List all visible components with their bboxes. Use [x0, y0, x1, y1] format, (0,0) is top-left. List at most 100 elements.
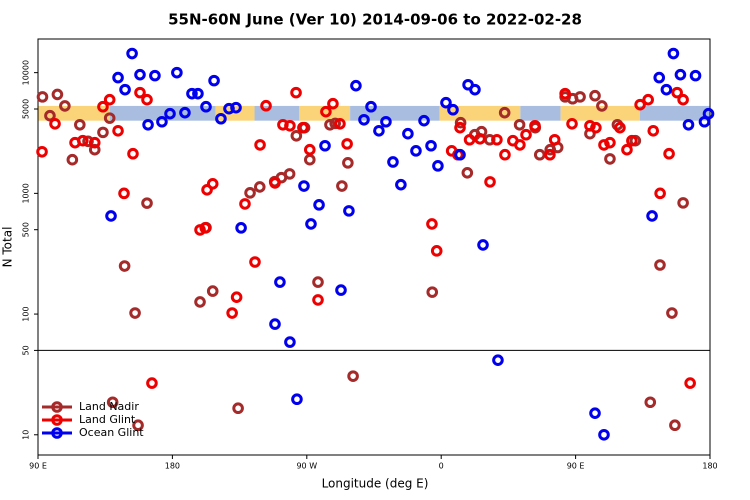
- data-point: [430, 245, 443, 257]
- data-point: [671, 86, 683, 99]
- y-tick-label: 10: [22, 430, 31, 440]
- data-point: [141, 93, 153, 106]
- data-point: [36, 145, 48, 158]
- data-point: [283, 168, 296, 180]
- data-point: [82, 135, 94, 148]
- legend-marker: [51, 401, 63, 413]
- data-point: [215, 112, 227, 125]
- data-point: [646, 210, 658, 222]
- data-point: [514, 139, 526, 151]
- data-point: [192, 87, 204, 100]
- data-point: [667, 47, 680, 60]
- data-point: [290, 129, 303, 142]
- x-tick-label: 180: [702, 462, 717, 471]
- data-point: [621, 143, 633, 156]
- data-point: [284, 336, 296, 348]
- data-point: [97, 100, 109, 113]
- band-segment: [520, 105, 561, 121]
- data-point: [88, 136, 101, 149]
- data-point: [127, 147, 139, 160]
- data-point: [194, 296, 206, 308]
- data-point: [269, 318, 281, 330]
- data-point: [402, 127, 414, 140]
- x-tick-label: 0: [439, 462, 444, 471]
- data-point: [118, 260, 131, 272]
- data-point: [126, 47, 138, 60]
- data-point: [103, 112, 116, 124]
- data-point: [66, 153, 79, 166]
- data-point: [334, 117, 346, 130]
- data-point: [327, 97, 339, 110]
- data-point: [142, 118, 154, 131]
- data-point: [684, 377, 696, 389]
- x-tick-label: 90 E: [29, 462, 47, 471]
- data-point: [689, 69, 702, 82]
- legend-label: Land Nadir: [79, 400, 139, 413]
- data-point: [230, 101, 242, 114]
- data-point: [118, 187, 130, 200]
- data-point: [469, 83, 481, 96]
- y-tick-label: 500: [22, 222, 31, 237]
- data-point: [249, 256, 261, 268]
- x-tick-label: 180: [165, 462, 180, 471]
- data-point: [677, 93, 689, 106]
- data-point: [313, 199, 325, 211]
- data-point: [146, 377, 158, 389]
- data-point: [604, 136, 616, 149]
- legend-label: Land Glint: [79, 413, 136, 426]
- data-point: [477, 239, 489, 251]
- data-point: [589, 89, 601, 102]
- data-point: [660, 83, 673, 96]
- data-point: [566, 117, 578, 130]
- data-point: [598, 139, 610, 151]
- y-tick-label: 10000: [22, 60, 31, 85]
- data-point: [653, 71, 666, 84]
- data-point: [199, 222, 212, 234]
- data-point: [112, 71, 124, 84]
- data-point: [49, 117, 61, 130]
- plot-frame: [37, 38, 711, 456]
- data-point: [418, 114, 430, 127]
- data-point: [666, 307, 678, 319]
- data-point: [319, 139, 331, 152]
- data-point: [484, 176, 496, 188]
- data-point: [44, 109, 56, 122]
- data-point: [103, 93, 116, 106]
- data-point: [230, 291, 243, 303]
- data-point: [298, 180, 310, 192]
- data-point: [395, 178, 407, 191]
- data-point: [513, 118, 526, 131]
- data-point: [253, 181, 266, 193]
- legend-label: Ocean Glint: [79, 426, 144, 439]
- data-point: [312, 294, 324, 306]
- data-point: [463, 133, 476, 146]
- data-point: [589, 407, 601, 419]
- data-point: [499, 148, 511, 161]
- data-point: [474, 133, 486, 145]
- legend-marker: [51, 427, 63, 439]
- data-point: [119, 83, 131, 96]
- data-point: [529, 119, 541, 132]
- data-point: [305, 218, 317, 230]
- data-point: [559, 87, 571, 100]
- data-point: [312, 276, 324, 288]
- data-point: [291, 393, 303, 406]
- data-point: [410, 145, 422, 157]
- data-point: [297, 121, 309, 134]
- band-segment: [299, 105, 351, 121]
- data-point: [303, 153, 316, 166]
- data-point: [347, 370, 359, 382]
- data-point: [105, 210, 117, 222]
- data-point: [365, 100, 377, 113]
- data-point: [51, 88, 64, 101]
- data-point: [574, 91, 586, 103]
- data-point: [425, 139, 437, 152]
- data-point: [132, 419, 144, 432]
- data-point: [179, 106, 191, 119]
- y-tick-label: 100: [22, 306, 31, 321]
- data-point: [520, 128, 532, 141]
- data-point: [584, 119, 596, 132]
- data-point: [341, 138, 353, 150]
- data-point: [596, 100, 608, 112]
- x-tick-label: 90 W: [296, 462, 317, 471]
